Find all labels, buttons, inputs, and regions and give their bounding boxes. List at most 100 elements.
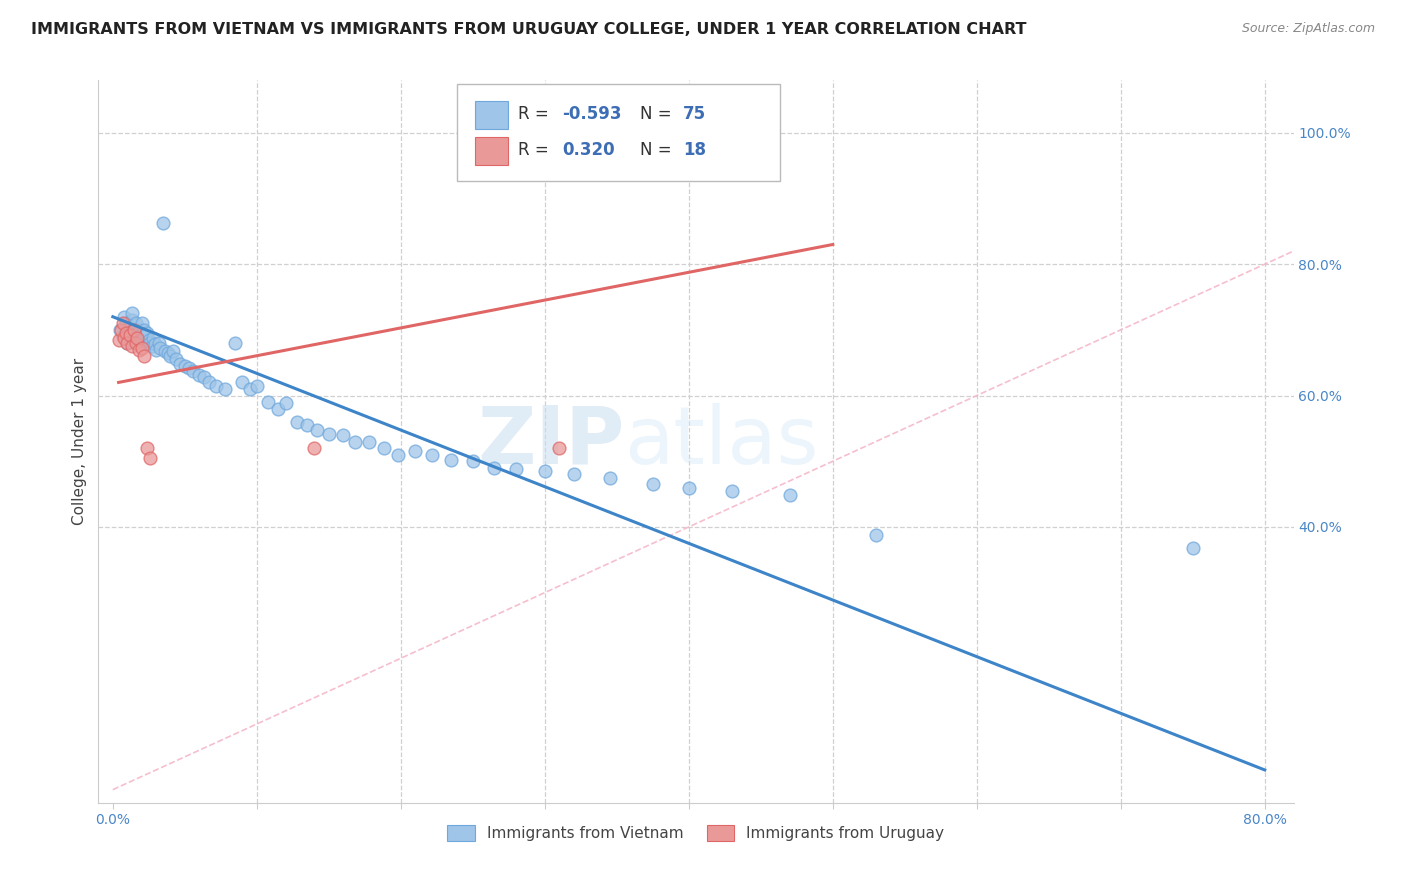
Point: [148, 336, 170, 351]
Point: [422, 448, 444, 462]
Legend: Immigrants from Vietnam, Immigrants from Uruguay: Immigrants from Vietnam, Immigrants from…: [441, 819, 950, 847]
Point: [134, 323, 156, 337]
Point: [721, 483, 744, 498]
Point: [136, 441, 159, 455]
Point: [143, 337, 166, 351]
Point: [1181, 541, 1204, 555]
Point: [112, 331, 135, 345]
Point: [159, 349, 181, 363]
Point: [136, 326, 159, 341]
Point: [533, 464, 555, 478]
Point: [153, 343, 176, 358]
Point: [139, 336, 162, 351]
Point: [267, 401, 290, 416]
Point: [107, 333, 129, 347]
Point: [224, 336, 246, 351]
Point: [169, 357, 191, 371]
Point: [111, 329, 134, 343]
Point: [461, 454, 484, 468]
Point: [198, 376, 221, 390]
Text: 75: 75: [683, 104, 706, 122]
Point: [307, 423, 329, 437]
Text: N =: N =: [640, 141, 676, 159]
Text: N =: N =: [640, 104, 676, 122]
Point: [484, 460, 506, 475]
Point: [149, 341, 172, 355]
FancyBboxPatch shape: [475, 101, 509, 128]
Point: [152, 217, 174, 231]
Point: [156, 346, 179, 360]
Point: [128, 333, 150, 347]
Point: [127, 326, 149, 341]
Point: [121, 339, 143, 353]
Point: [135, 336, 157, 351]
Point: [120, 328, 142, 343]
Point: [115, 336, 138, 351]
Point: [124, 323, 146, 337]
Text: ZIP: ZIP: [477, 402, 624, 481]
Point: [138, 333, 160, 347]
Point: [295, 418, 318, 433]
Text: R =: R =: [517, 104, 554, 122]
Point: [125, 336, 148, 351]
Point: [162, 343, 184, 358]
Point: [111, 316, 134, 330]
Point: [548, 441, 571, 455]
Point: [205, 378, 228, 392]
Point: [285, 415, 308, 429]
Point: [440, 453, 463, 467]
Point: [343, 434, 366, 449]
Point: [165, 352, 187, 367]
Point: [865, 528, 887, 542]
Point: [129, 323, 152, 337]
Text: IMMIGRANTS FROM VIETNAM VS IMMIGRANTS FROM URUGUAY COLLEGE, UNDER 1 YEAR CORRELA: IMMIGRANTS FROM VIETNAM VS IMMIGRANTS FR…: [31, 22, 1026, 37]
Point: [214, 382, 236, 396]
Point: [678, 481, 700, 495]
Point: [404, 444, 426, 458]
Point: [125, 316, 148, 330]
Point: [127, 331, 149, 345]
Point: [131, 341, 153, 355]
Point: [257, 395, 280, 409]
Text: R =: R =: [517, 141, 560, 159]
Point: [124, 323, 146, 337]
Point: [562, 467, 585, 482]
Text: 18: 18: [683, 141, 706, 159]
Point: [183, 363, 205, 377]
Point: [373, 441, 395, 455]
Point: [505, 462, 527, 476]
Point: [120, 319, 142, 334]
Point: [112, 310, 135, 324]
Point: [779, 488, 801, 502]
Point: [188, 368, 211, 382]
Point: [179, 361, 201, 376]
Point: [141, 339, 163, 353]
Point: [121, 313, 143, 327]
FancyBboxPatch shape: [457, 84, 780, 181]
Point: [173, 359, 195, 373]
Point: [246, 378, 269, 392]
Y-axis label: College, Under 1 year: College, Under 1 year: [72, 358, 87, 525]
Point: [131, 316, 153, 330]
Point: [132, 333, 155, 347]
Point: [115, 326, 138, 341]
Point: [318, 426, 340, 441]
Point: [121, 306, 143, 320]
Point: [110, 323, 132, 337]
Point: [142, 331, 165, 345]
Point: [115, 336, 138, 351]
Point: [387, 448, 409, 462]
Text: Source: ZipAtlas.com: Source: ZipAtlas.com: [1241, 22, 1375, 36]
Point: [193, 370, 215, 384]
Point: [108, 323, 131, 337]
Text: -0.593: -0.593: [562, 104, 621, 122]
Point: [134, 329, 156, 343]
Point: [332, 428, 354, 442]
Point: [274, 396, 297, 410]
Point: [134, 349, 156, 363]
Point: [114, 316, 136, 330]
Point: [128, 343, 150, 357]
FancyBboxPatch shape: [475, 137, 509, 165]
Point: [139, 450, 162, 465]
Point: [239, 382, 262, 396]
